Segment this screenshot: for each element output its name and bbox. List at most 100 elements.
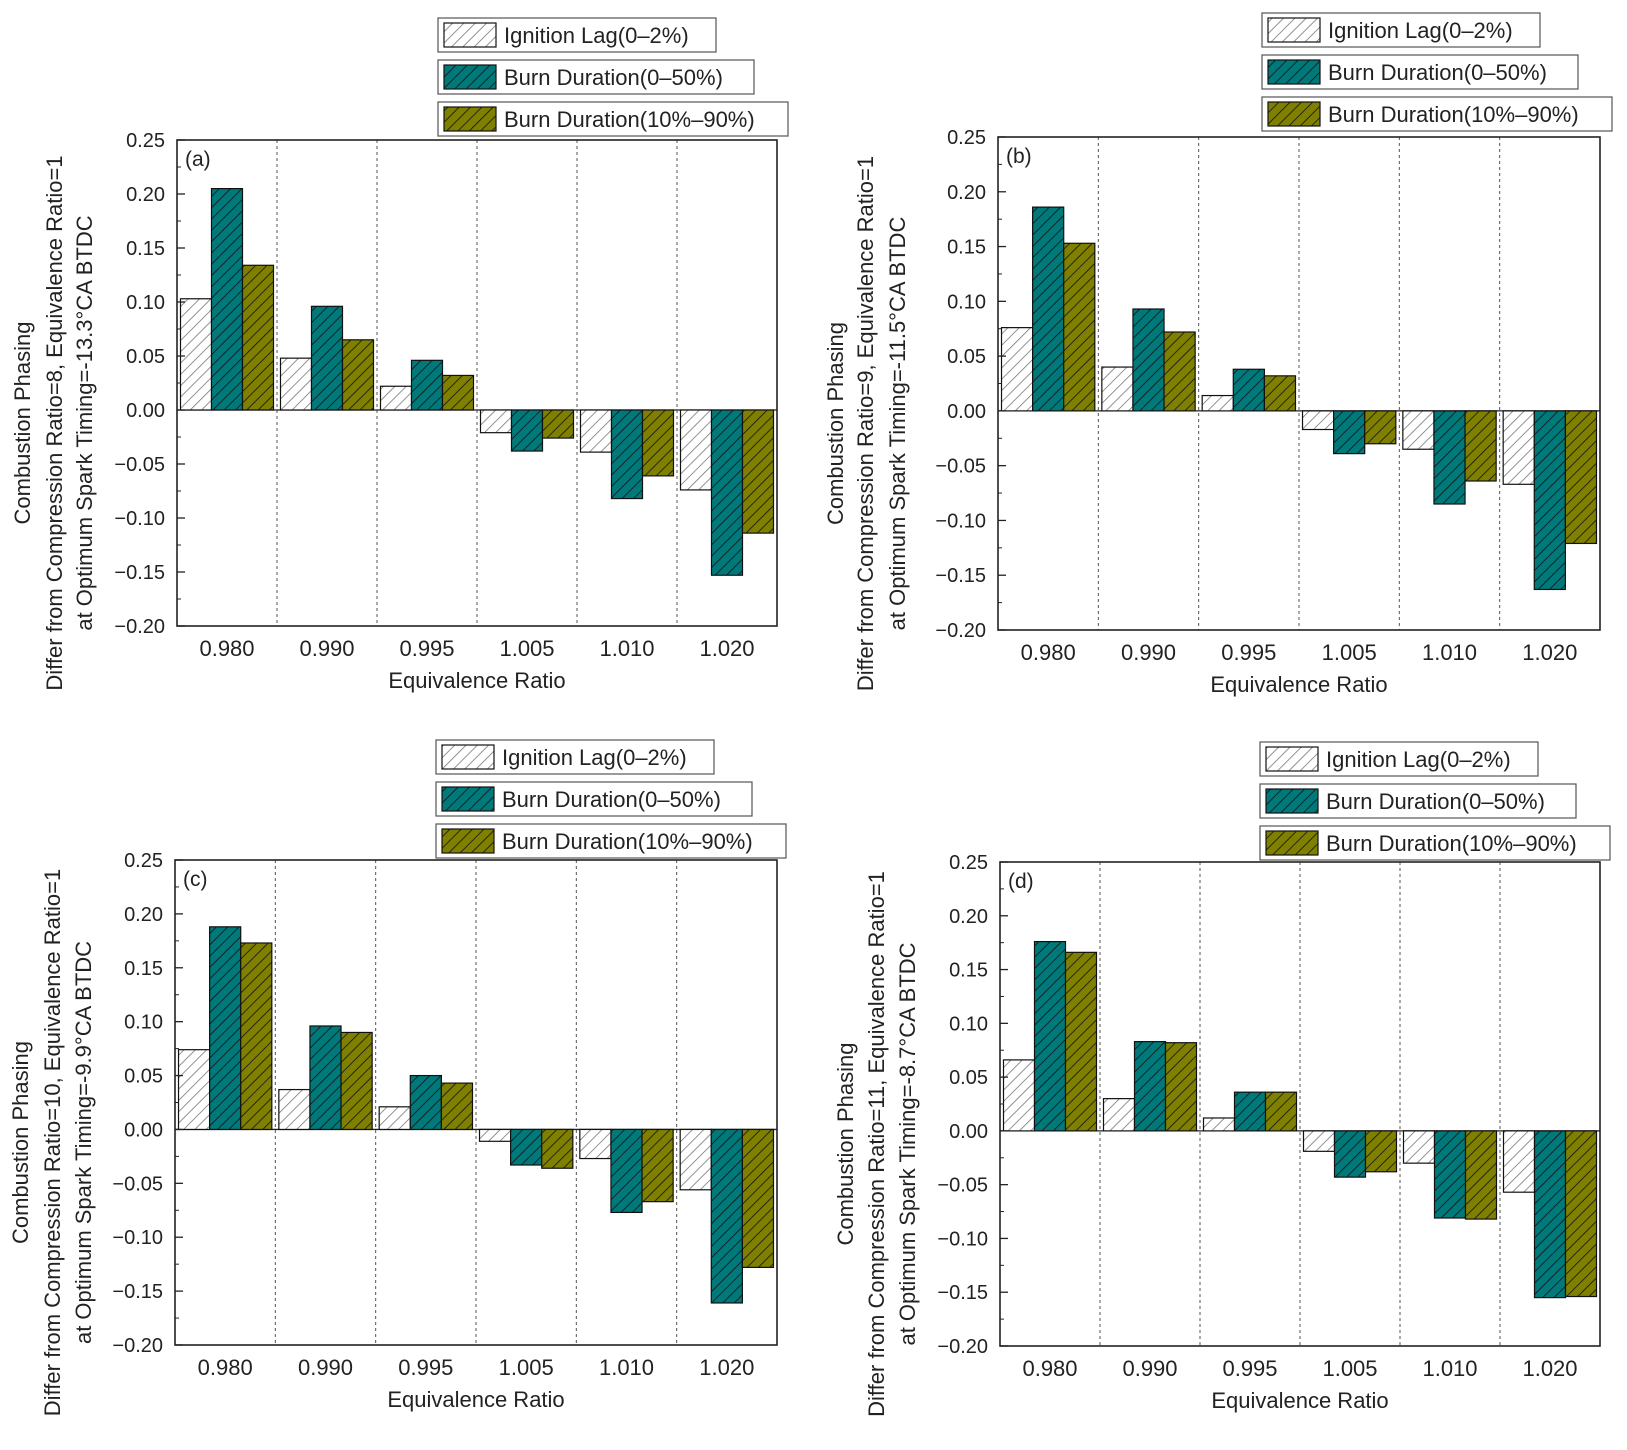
bar-burn-duration-10-90 (741, 1128, 775, 1269)
bar-ignition-lag (179, 298, 213, 411)
legend-swatch-ignition-lag (443, 22, 497, 48)
y-axis-label: Combustion Phasing (10, 321, 35, 524)
y-tick-label: −0.15 (937, 1282, 988, 1304)
legend-label-ignition-lag: Ignition Lag(0–2%) (1326, 747, 1511, 772)
x-axis-label: Equivalence Ratio (387, 1387, 564, 1412)
x-tick-label: 1.020 (699, 1355, 754, 1380)
bar-burn-duration-10-90 (1464, 1130, 1498, 1220)
y-tick-label: 0.20 (949, 906, 988, 928)
x-tick-label: 1.005 (499, 636, 554, 661)
x-tick-label: 1.010 (1422, 1356, 1477, 1381)
y-tick-label: −0.15 (114, 562, 165, 584)
bar-burn-duration-10-90 (340, 1031, 373, 1131)
y-axis-label: Combustion Phasing (8, 1041, 33, 1244)
x-tick-label: 0.990 (1121, 640, 1176, 665)
y-tick-label: −0.10 (937, 1228, 988, 1250)
y-axis-label: Differ from Compression Ratio=9, Equival… (853, 156, 878, 691)
bar-burn-duration-0-50 (1233, 1091, 1267, 1132)
bar-burn-duration-0-50 (1333, 1130, 1367, 1178)
bar-burn-duration-0-50 (310, 305, 344, 411)
y-tick-label: −0.05 (935, 456, 986, 478)
bar-burn-duration-10-90 (1364, 410, 1397, 445)
legend-label-burn-duration-0-50: Burn Duration(0–50%) (504, 65, 723, 90)
x-tick-label: 0.995 (398, 1355, 453, 1380)
x-tick-label: 1.005 (499, 1355, 554, 1380)
panel-label: (c) (183, 868, 208, 891)
y-tick-label: 0.15 (949, 960, 988, 982)
legend-swatch-burn-duration-0-50 (441, 786, 495, 812)
x-tick-label: 0.990 (299, 636, 354, 661)
bar-burn-duration-0-50 (510, 409, 544, 452)
bar-burn-duration-10-90 (441, 374, 475, 411)
legend-swatch-ignition-lag (1267, 17, 1321, 43)
legend-label-burn-duration-0-50: Burn Duration(0–50%) (1328, 60, 1547, 85)
legend: Ignition Lag(0–2%) Burn Duration(0–50%) Bu… (437, 17, 789, 137)
y-tick-label: 0.00 (126, 400, 165, 422)
y-tick-label: −0.20 (935, 620, 986, 642)
bar-burn-duration-0-50 (1133, 1041, 1167, 1132)
bar-ignition-lag (1302, 1130, 1336, 1152)
legend-label-burn-duration-10-90: Burn Duration(10%–90%) (502, 829, 753, 854)
bar-ignition-lag (679, 409, 713, 491)
bar-burn-duration-10-90 (1064, 951, 1098, 1132)
bar-burn-duration-0-50 (1032, 206, 1065, 412)
x-axis-label: Equivalence Ratio (388, 668, 565, 693)
x-tick-label: 0.990 (1122, 1356, 1177, 1381)
legend: Ignition Lag(0–2%) Burn Duration(0–50%) Bu… (1261, 12, 1613, 132)
bar-burn-duration-0-50 (1533, 410, 1566, 591)
bar-ignition-lag (1101, 366, 1134, 412)
bar-burn-duration-10-90 (1364, 1130, 1398, 1173)
y-tick-label: −0.20 (114, 616, 165, 638)
bar-burn-duration-10-90 (541, 409, 575, 439)
bar-burn-duration-10-90 (641, 409, 675, 477)
y-tick-label: −0.05 (112, 1173, 163, 1195)
x-tick-label: 1.010 (599, 1355, 654, 1380)
legend-label-ignition-lag: Ignition Lag(0–2%) (502, 745, 687, 770)
bar-burn-duration-10-90 (1164, 1042, 1198, 1132)
bar-burn-duration-10-90 (641, 1128, 674, 1203)
bar-ignition-lag (479, 409, 513, 434)
y-tick-label: −0.20 (112, 1335, 163, 1357)
bar-burn-duration-0-50 (1333, 410, 1366, 455)
legend-label-ignition-lag: Ignition Lag(0–2%) (1328, 18, 1513, 43)
bar-burn-duration-10-90 (341, 339, 375, 411)
x-tick-label: 1.010 (1422, 640, 1477, 665)
y-tick-label: −0.05 (937, 1175, 988, 1197)
bar-burn-duration-10-90 (741, 409, 775, 534)
bar-burn-duration-10-90 (1264, 1091, 1298, 1132)
x-tick-label: 0.980 (198, 1355, 253, 1380)
x-tick-label: 0.995 (1222, 1356, 1277, 1381)
x-tick-label: 1.020 (1522, 640, 1577, 665)
legend-swatch-burn-duration-10-90 (443, 106, 497, 132)
y-axis-label: at Optimum Spark Timing=-13.3°CA BTDC (72, 215, 97, 630)
legend-swatch-burn-duration-10-90 (1267, 101, 1321, 127)
bar-burn-duration-10-90 (1063, 242, 1096, 412)
bar-ignition-lag (478, 1128, 512, 1142)
y-tick-label: 0.10 (947, 291, 986, 313)
bar-ignition-lag (1000, 327, 1034, 412)
y-tick-label: −0.10 (935, 510, 986, 532)
legend-label-burn-duration-10-90: Burn Duration(10%–90%) (1328, 102, 1579, 127)
y-tick-label: 0.15 (124, 958, 163, 980)
legend-swatch-ignition-lag (1265, 746, 1319, 772)
y-tick-label: −0.10 (114, 508, 165, 530)
bar-burn-duration-0-50 (1433, 410, 1466, 505)
x-tick-label: 1.020 (1522, 1356, 1577, 1381)
y-tick-label: −0.15 (935, 565, 986, 587)
y-tick-label: 0.05 (124, 1066, 163, 1088)
legend-swatch-burn-duration-10-90 (441, 828, 495, 854)
bar-ignition-lag (679, 1128, 712, 1191)
bar-burn-duration-10-90 (440, 1082, 474, 1131)
chart-panel-3: −0.20 −0.15 −0.10 −0.05 0.00 0.05 0.10 0.15 0.20… (8, 739, 787, 1416)
x-axis-label: Equivalence Ratio (1211, 1388, 1388, 1413)
y-axis-label: Combustion Phasing (823, 322, 848, 525)
bar-ignition-lag (278, 1088, 311, 1131)
bar-burn-duration-0-50 (210, 188, 244, 411)
y-tick-label: 0.10 (126, 292, 165, 314)
bar-burn-duration-10-90 (240, 942, 273, 1131)
bar-burn-duration-0-50 (610, 409, 644, 500)
bar-ignition-lag (1202, 1117, 1236, 1132)
y-axis-label: Combustion Phasing (833, 1042, 858, 1245)
bar-ignition-lag (1301, 410, 1335, 431)
legend-label-burn-duration-0-50: Burn Duration(0–50%) (1326, 789, 1545, 814)
